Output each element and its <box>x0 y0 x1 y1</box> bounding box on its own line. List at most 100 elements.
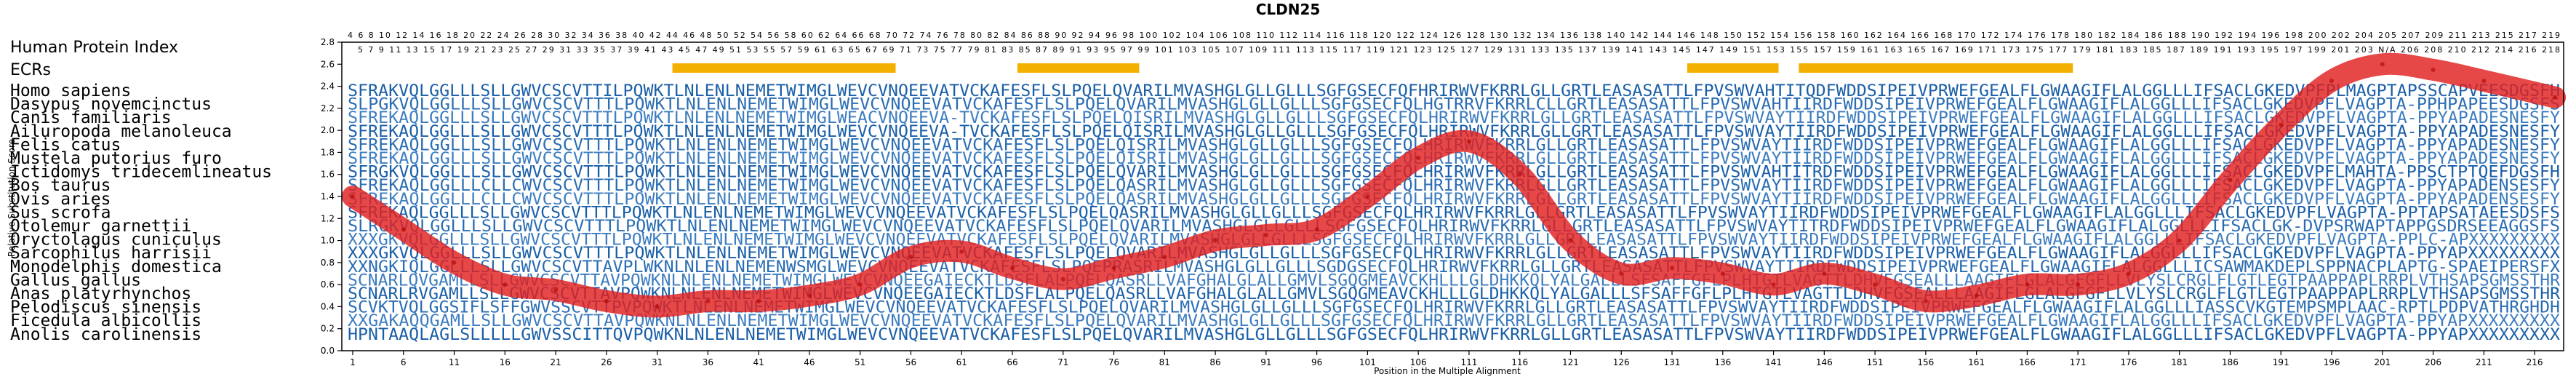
species-name: Otolemur garnettii <box>10 217 191 236</box>
y-tick-label: 0.6 <box>321 279 335 290</box>
species-name: Bos taurus <box>10 176 111 195</box>
y-tick-label: 0.4 <box>321 301 335 311</box>
substitution-score-point <box>857 282 863 287</box>
substitution-score-point <box>604 298 609 303</box>
substitution-score-point <box>2431 67 2436 72</box>
ecr-bar <box>1017 63 1140 73</box>
species-name: Ailuropoda melanoleuca <box>10 122 232 141</box>
x-tick-label: 51 <box>855 357 865 367</box>
y-tick-label: 1.8 <box>321 147 335 157</box>
species-name: Sus scrofa <box>10 203 111 222</box>
species-name: Sarcophilus harrisii <box>10 244 212 263</box>
species-sequence: SCNARLQVGAMLLSLLGWVCSCVTTAVPQWKNLNLENLNE… <box>348 271 2561 290</box>
species-sequence: XXGAKAQQGAMLLSLLGWVCSCVTTAVPQWKNLNLENLNE… <box>348 312 2561 330</box>
x-tick-label: 136 <box>1714 357 1731 367</box>
y-axis-label: Relative Substitution Score <box>7 139 17 257</box>
substitution-score-point <box>2126 271 2131 276</box>
species-sequence: XXXGKVQLGGLLLSLLGWVCSCVTTTLPQWKTLNLENLNE… <box>348 244 2561 263</box>
substitution-score-point <box>401 227 406 232</box>
substitution-score-point <box>655 304 660 309</box>
x-tick-label: 11 <box>449 357 460 367</box>
x-tick-label: 1 <box>350 357 356 367</box>
x-tick-label: 151 <box>1867 357 1884 367</box>
species-name: Pelodiscus sinensis <box>10 298 201 317</box>
x-tick-label: 101 <box>1359 357 1376 367</box>
ecrs-label: ECRs <box>10 61 51 79</box>
species-name: Ictidomys tridecemlineatus <box>10 163 272 182</box>
substitution-score-point <box>1873 282 1878 287</box>
substitution-score-point <box>2076 282 2081 287</box>
x-tick-label: 116 <box>1511 357 1528 367</box>
y-tick-label: 0.8 <box>321 258 335 268</box>
x-tick-label: 86 <box>1209 357 1220 367</box>
substitution-score-point <box>2380 62 2385 67</box>
substitution-score-point <box>1111 266 1116 271</box>
x-tick-label: 66 <box>1007 357 1017 367</box>
species-sequence: XXNGKIQLGGLLLSLLGWVCSCVTTAVPLWKNLNLENLNE… <box>348 258 2561 276</box>
x-tick-label: 171 <box>2070 357 2087 367</box>
substitution-score-line <box>341 52 2567 318</box>
species-name: Felis catus <box>10 135 121 154</box>
substitution-score-point <box>350 194 355 199</box>
y-tick-label: 1.4 <box>321 191 335 202</box>
substitution-score-point <box>2279 122 2284 127</box>
x-tick-label: 161 <box>1968 357 1985 367</box>
species-name: Monodelphis domestica <box>10 258 222 276</box>
y-tick-label: 1.2 <box>321 213 335 223</box>
x-tick-label: 191 <box>2273 357 2289 367</box>
substitution-score-point <box>2228 178 2233 183</box>
substitution-score-point <box>1670 266 1675 271</box>
substitution-score-point <box>1923 298 1928 303</box>
x-tick-label: 181 <box>2171 357 2188 367</box>
x-tick-label: 16 <box>500 357 511 367</box>
x-tick-label: 216 <box>2527 357 2543 367</box>
x-tick-label: 46 <box>804 357 815 367</box>
substitution-score-point <box>2177 238 2182 243</box>
species-name: Anas platyrhynchos <box>10 284 191 303</box>
x-tick-label: 76 <box>1108 357 1119 367</box>
x-tick-label: 196 <box>2324 357 2340 367</box>
substitution-score-point <box>2553 95 2558 100</box>
substitution-score-point <box>1517 172 1522 177</box>
x-tick-label: 96 <box>1311 357 1322 367</box>
x-tick-label: 206 <box>2425 357 2441 367</box>
substitution-score-point <box>503 282 508 287</box>
substitution-score-point <box>1771 282 1776 287</box>
x-tick-label: 186 <box>2222 357 2239 367</box>
x-tick-label: 111 <box>1460 357 1477 367</box>
x-tick-label: 21 <box>550 357 561 367</box>
substitution-score-point <box>1162 255 1167 260</box>
substitution-score-point <box>1060 276 1065 282</box>
substitution-score-point <box>807 293 812 298</box>
x-tick-label: 131 <box>1664 357 1681 367</box>
x-tick-label: 146 <box>1816 357 1833 367</box>
y-tick-label: 2.8 <box>321 37 335 47</box>
substitution-score-point <box>959 249 964 254</box>
hpi-row-top: 4 6 8 10 12 14 16 18 20 22 24 26 28 30 3… <box>348 31 2560 40</box>
substitution-score-point <box>705 298 711 303</box>
x-tick-label: 126 <box>1613 357 1630 367</box>
species-sequence: SFRAKVQLGGLLLSLLGWVCSCVTTILPQWKTLNLENLNE… <box>348 82 2560 100</box>
species-name: Oryctolagus cuniculus <box>10 231 222 250</box>
species-sequence: SFREKAQLGGLLLCLLCWVCSCVTTTLPQWKTLNLENLNE… <box>348 191 2560 209</box>
x-tick-label: 41 <box>753 357 764 367</box>
y-tick-label: 0.2 <box>321 324 335 334</box>
substitution-score-point <box>553 287 559 293</box>
x-tick-label: 71 <box>1057 357 1068 367</box>
substitution-score-point <box>756 298 761 303</box>
human-protein-index-ticks: 4 6 8 10 12 14 16 18 20 22 24 26 28 30 3… <box>348 31 2560 55</box>
ecr-bar <box>672 63 896 73</box>
species-name: Gallus gallus <box>10 271 141 290</box>
x-tick-label: 61 <box>956 357 967 367</box>
chart-title: CLDN25 <box>1256 1 1321 18</box>
substitution-score-point <box>1822 271 1827 276</box>
substitution-score-point <box>1416 156 1421 160</box>
substitution-score-point <box>1314 227 1319 232</box>
substitution-score-point <box>1365 194 1370 199</box>
substitution-score-point <box>1974 293 1979 298</box>
y-tick-label: 0.0 <box>321 346 335 356</box>
substitution-score-point <box>1466 139 1471 144</box>
